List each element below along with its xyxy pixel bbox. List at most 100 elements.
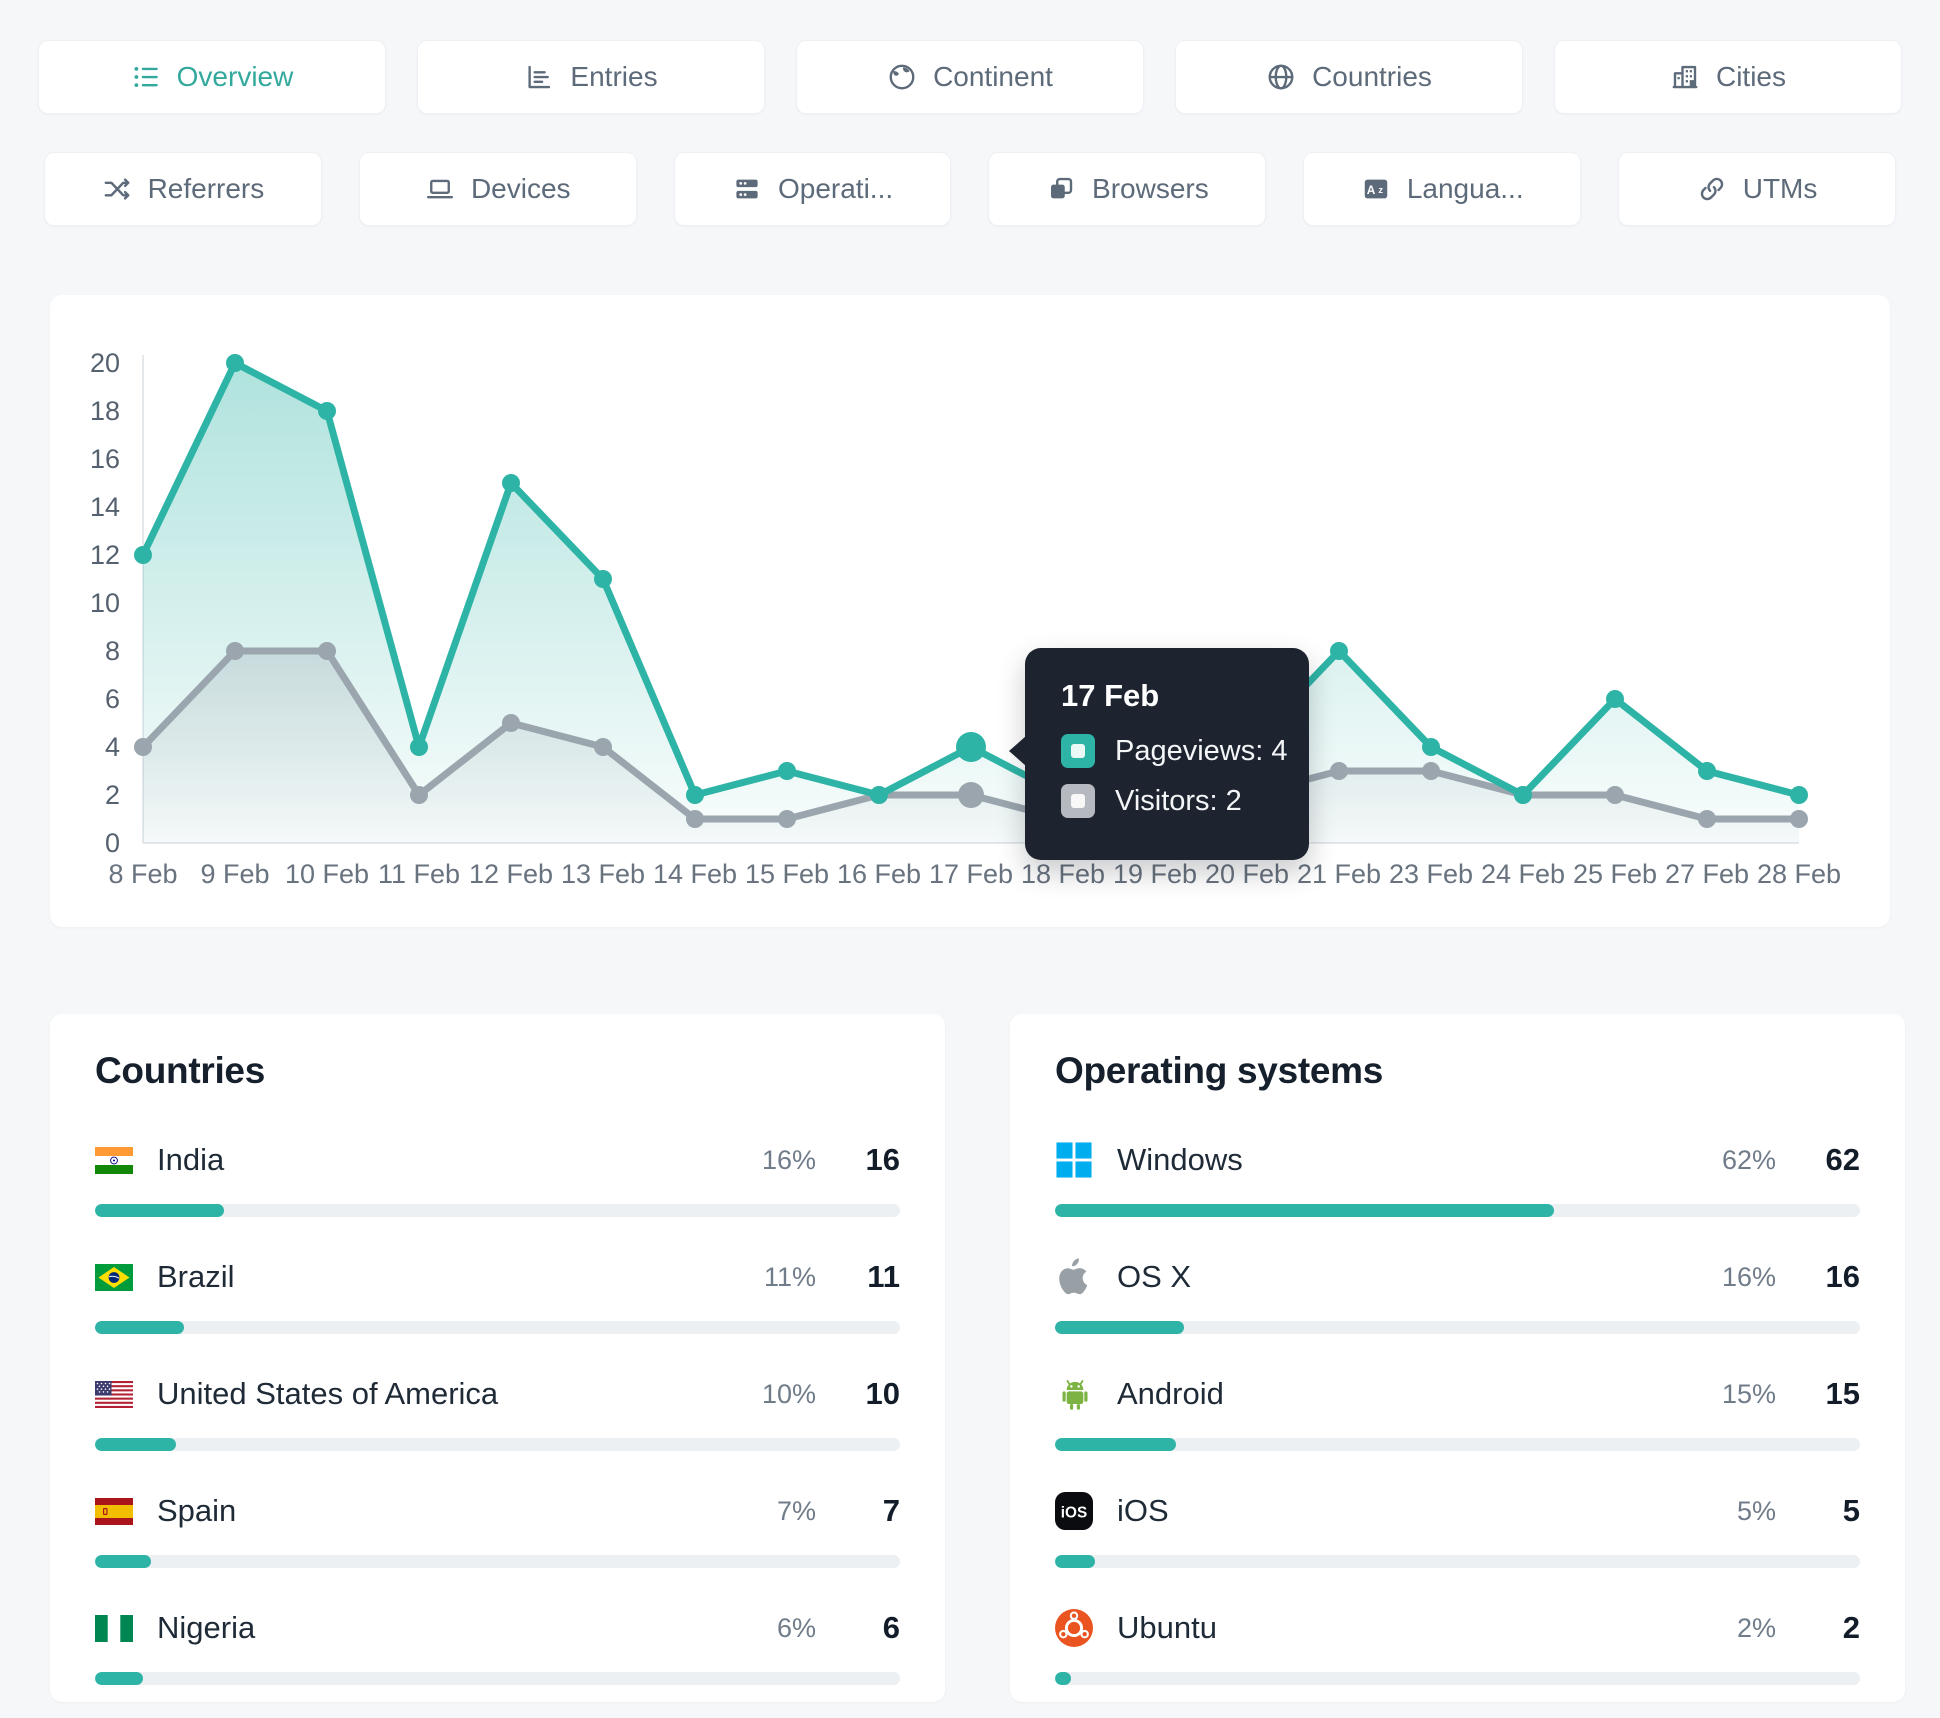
pageviews-point <box>1422 738 1440 756</box>
tab-browsers[interactable]: Browsers <box>988 152 1267 226</box>
visitors-point <box>1606 786 1624 804</box>
y-tick-label: 2 <box>105 780 120 810</box>
tab-continent[interactable]: Continent <box>796 40 1144 114</box>
progress-bar-fill <box>95 1321 184 1334</box>
x-tick-label: 9 Feb <box>200 859 269 889</box>
list-item-nigeria: Nigeria 6% 6 <box>95 1604 900 1685</box>
tab-label: Langua... <box>1406 173 1524 204</box>
item-label: Nigeria <box>157 1610 256 1645</box>
apple-logo-icon <box>1055 1257 1095 1297</box>
flag-spain-icon <box>95 1497 135 1525</box>
progress-bar-fill <box>95 1438 176 1451</box>
x-tick-label: 28 Feb <box>1757 859 1841 889</box>
progress-bar-track <box>95 1204 900 1217</box>
progress-bar-fill <box>1055 1204 1555 1217</box>
progress-bar-fill <box>95 1555 152 1568</box>
y-tick-label: 0 <box>105 828 120 858</box>
item-percentage: 6% <box>776 1612 816 1643</box>
item-percentage: 15% <box>1721 1378 1776 1409</box>
progress-bar-fill <box>95 1672 144 1685</box>
list-item-ios: iOS iOS 5% 5 <box>1055 1487 1860 1568</box>
visitors-point <box>1422 762 1440 780</box>
tab-utms[interactable]: UTMs <box>1618 152 1896 226</box>
visitors-point <box>958 782 984 808</box>
tooltip-metric: Pageviews: 4 <box>1115 734 1288 767</box>
tooltip-row-pageviews: Pageviews: 4 <box>1061 734 1309 768</box>
list-icon <box>131 62 161 92</box>
tab-label: Operati... <box>777 173 894 204</box>
tab-referrers[interactable]: Referrers <box>44 152 322 226</box>
tooltip-metric: Visitors: 2 <box>1115 784 1242 817</box>
tab-overview[interactable]: Overview <box>38 40 386 114</box>
tab-label: UTMs <box>1742 173 1818 204</box>
traffic-line-chart[interactable]: 0 2 4 6 8 10 12 14 16 18 20 8 Feb 9 Feb 10 Feb 11 Feb 1… <box>50 295 1890 927</box>
pageviews-point <box>594 570 612 588</box>
item-label: OS X <box>1117 1259 1192 1294</box>
visitors-point <box>1698 810 1716 828</box>
pageviews-point <box>686 786 704 804</box>
y-tick-label: 4 <box>105 732 120 762</box>
link-icon <box>1697 174 1727 204</box>
item-count: 6 <box>882 1610 900 1645</box>
pageviews-point <box>226 354 244 372</box>
progress-bar-track <box>95 1321 900 1334</box>
bar-chart-icon <box>524 62 554 92</box>
tab-label: Cities <box>1715 61 1786 92</box>
item-label: Windows <box>1117 1142 1243 1177</box>
tab-countries[interactable]: Countries <box>1175 40 1523 114</box>
pageviews-point <box>410 738 428 756</box>
list-item-android: Android 15% 15 <box>1055 1370 1860 1451</box>
visitors-point <box>502 714 520 732</box>
tab-label: Devices <box>470 173 571 204</box>
buildings-icon <box>1670 62 1700 92</box>
list-item-brazil: Brazil 11% 11 <box>95 1253 900 1334</box>
item-count: 15 <box>1825 1376 1860 1411</box>
item-label: Ubuntu <box>1117 1610 1217 1645</box>
panel-title-countries: Countries <box>95 1050 265 1091</box>
tab-operati[interactable]: Operati... <box>673 152 952 226</box>
progress-bar-fill <box>1055 1555 1096 1568</box>
tooltip-row-visitors: Visitors: 2 <box>1061 784 1309 818</box>
progress-bar-track <box>1055 1555 1860 1568</box>
x-tick-label: 15 Feb <box>745 859 829 889</box>
progress-bar-track <box>1055 1204 1860 1217</box>
pageviews-point <box>502 474 520 492</box>
operating-systems-list: Windows 62% 62 OS X 16% 16 <box>1055 1136 1860 1685</box>
list-item-united-states-of-america: United States of America 10% 10 <box>95 1370 900 1451</box>
pageviews-area <box>143 363 1799 843</box>
tab-cities[interactable]: Cities <box>1554 40 1902 114</box>
tab-entries[interactable]: Entries <box>417 40 765 114</box>
y-tick-label: 6 <box>105 684 120 714</box>
item-percentage: 5% <box>1736 1495 1776 1526</box>
progress-bar-fill <box>1055 1321 1184 1334</box>
x-tick-label: 16 Feb <box>837 859 921 889</box>
x-tick-label: 24 Feb <box>1481 859 1565 889</box>
countries-list: India 16% 16 Brazil 11% 11 <box>95 1136 900 1685</box>
x-tick-label: 20 Feb <box>1205 859 1289 889</box>
pageviews-point <box>1698 762 1716 780</box>
item-count: 11 <box>867 1259 900 1294</box>
progress-bar-track <box>1055 1438 1860 1451</box>
visitors-point <box>1330 762 1348 780</box>
item-count: 5 <box>1842 1493 1860 1528</box>
android-logo-icon <box>1055 1375 1095 1413</box>
x-tick-label: 12 Feb <box>469 859 553 889</box>
flag-usa-icon <box>95 1380 135 1408</box>
tab-devices[interactable]: Devices <box>358 152 637 226</box>
item-percentage: 7% <box>776 1495 816 1526</box>
x-tick-label: 21 Feb <box>1297 859 1381 889</box>
list-item-os-x: OS X 16% 16 <box>1055 1253 1860 1334</box>
ios-logo-icon: iOS <box>1055 1492 1095 1530</box>
visitors-point <box>1790 810 1808 828</box>
item-count: 16 <box>865 1142 900 1177</box>
pageviews-point <box>1790 786 1808 804</box>
tooltip-arrow-icon <box>1009 736 1026 766</box>
progress-bar-track <box>1055 1672 1860 1685</box>
pageviews-point <box>1330 642 1348 660</box>
progress-bar-track <box>95 1438 900 1451</box>
item-percentage: 11% <box>763 1261 816 1292</box>
item-label: iOS <box>1117 1493 1169 1528</box>
